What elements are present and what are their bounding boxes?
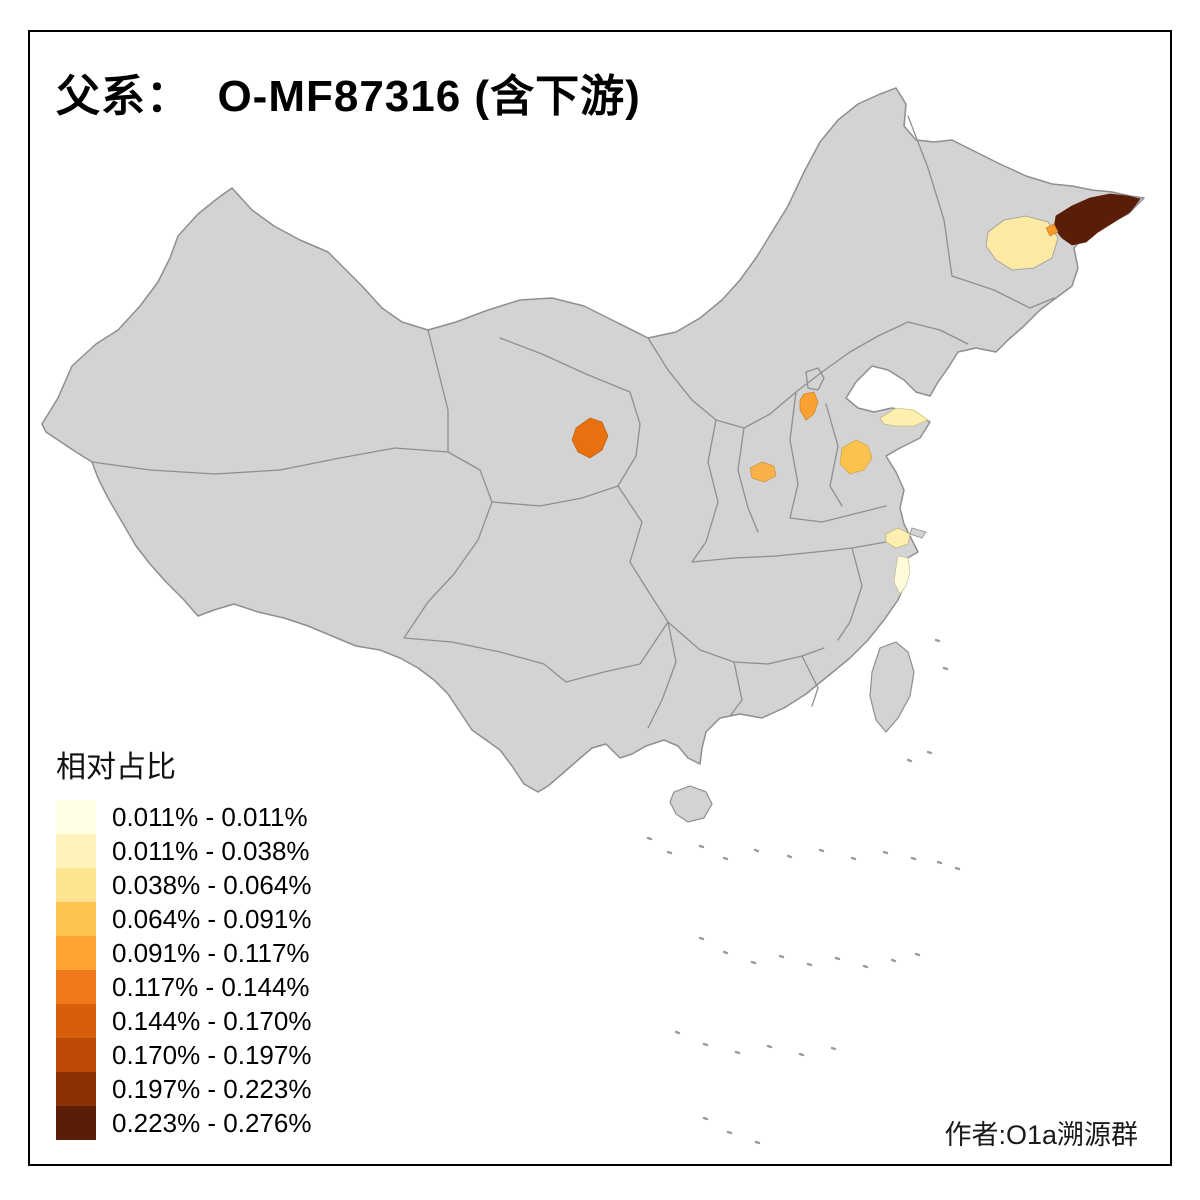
- legend-label: 0.223% - 0.276%: [112, 1108, 312, 1138]
- legend-label: 0.144% - 0.170%: [112, 1006, 312, 1036]
- legend-label: 0.197% - 0.223%: [112, 1074, 312, 1104]
- region-shanghai-area: [885, 527, 911, 549]
- chongming-island: [909, 527, 927, 539]
- plot-border: [28, 30, 1172, 1166]
- legend-item: 0.117% - 0.144%: [56, 970, 311, 1004]
- page-title: 父系： O-MF87316 (含下游): [56, 72, 641, 121]
- province-borders: [91, 115, 1055, 729]
- legend-label: 0.170% - 0.197%: [112, 1040, 312, 1070]
- region-shanxi-south: [749, 461, 777, 483]
- legend-swatch: [56, 902, 96, 936]
- region-shandong-west: [839, 439, 873, 475]
- legend-item: 0.038% - 0.064%: [56, 868, 311, 902]
- legend-item: 0.011% - 0.038%: [56, 834, 311, 868]
- legend-item: 0.144% - 0.170%: [56, 1004, 311, 1038]
- legend-label: 0.064% - 0.091%: [112, 904, 312, 934]
- author-credit: 作者:O1a溯源群: [944, 1120, 1138, 1150]
- region-shandong-peninsula: [879, 407, 929, 427]
- legend-item: 0.091% - 0.117%: [56, 936, 311, 970]
- legend-label: 0.011% - 0.038%: [112, 836, 310, 866]
- legend-label: 0.117% - 0.144%: [112, 972, 310, 1002]
- south-china-sea-islands: [646, 638, 961, 1145]
- legend-label: 0.038% - 0.064%: [112, 870, 312, 900]
- legend-label: 0.011% - 0.011%: [112, 802, 308, 832]
- legend-swatch: [56, 1106, 96, 1140]
- region-heilongjiang-northeast: [1053, 193, 1141, 246]
- legend-item: 0.223% - 0.276%: [56, 1106, 311, 1140]
- legend-item: 0.170% - 0.197%: [56, 1038, 311, 1072]
- legend-item: 0.064% - 0.091%: [56, 902, 311, 936]
- taiwan-island: [869, 641, 915, 733]
- legend-swatch: [56, 1038, 96, 1072]
- legend-swatch: [56, 868, 96, 902]
- legend-title: 相对占比: [56, 751, 176, 784]
- region-heilongjiang-small-orange: [1045, 223, 1059, 237]
- legend-item: 0.011% - 0.011%: [56, 800, 311, 834]
- legend-swatch: [56, 1004, 96, 1038]
- legend-swatch: [56, 834, 96, 868]
- legend-label: 0.091% - 0.117%: [112, 938, 310, 968]
- legend-swatch: [56, 970, 96, 1004]
- region-heilongjiang-west: [985, 215, 1059, 271]
- legend-swatch: [56, 936, 96, 970]
- region-qinghai-east: [571, 417, 609, 459]
- legend: 相对占比 0.011% - 0.011% 0.011% - 0.038% 0.0…: [56, 742, 311, 1140]
- legend-swatch: [56, 1072, 96, 1106]
- region-zhejiang-coast: [893, 555, 911, 595]
- legend-swatch: [56, 800, 96, 834]
- hainan-island: [669, 785, 713, 823]
- region-tianjin: [799, 391, 819, 421]
- legend-item: 0.197% - 0.223%: [56, 1072, 311, 1106]
